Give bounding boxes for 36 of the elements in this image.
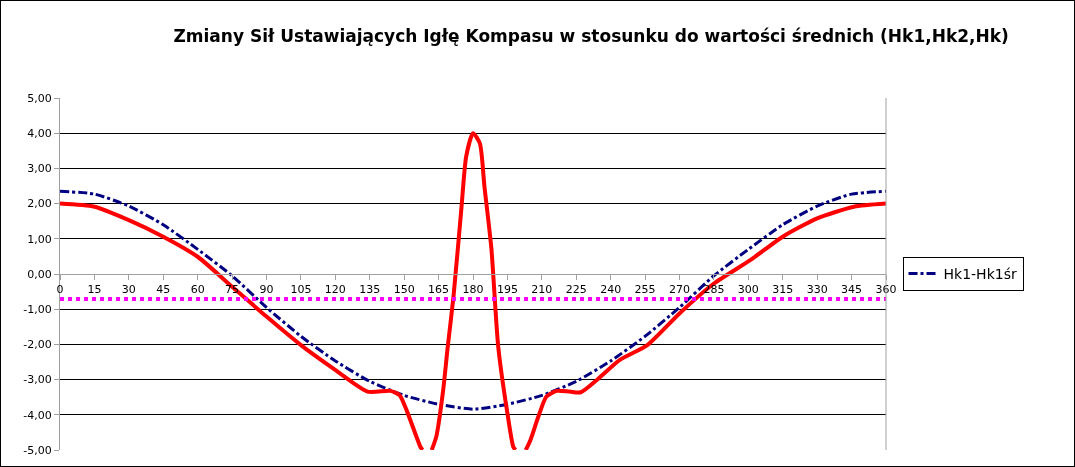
x-tick-label: 30 xyxy=(121,283,136,297)
x-tick-label: 255 xyxy=(634,283,656,297)
x-tick-label: 0 xyxy=(56,283,64,297)
x-tick-label: 225 xyxy=(565,283,587,297)
x-tick-label: 90 xyxy=(259,283,274,297)
x-tick-label: 240 xyxy=(600,283,622,297)
y-tick-label: 1,00 xyxy=(27,232,52,246)
y-tick-label: 0,00 xyxy=(27,267,52,281)
chart-title: Zmiany Sił Ustawiających Igłę Kompasu w stosunku do wartości średnich (Hk1,Hk2,Hk) xyxy=(173,25,1009,46)
y-tick-label: 3,00 xyxy=(27,162,52,176)
x-tick-label: 210 xyxy=(531,283,553,297)
x-tick-label: 345 xyxy=(841,283,863,297)
y-tick-label: -1,00 xyxy=(23,303,52,317)
y-tick-label: -5,00 xyxy=(23,443,52,457)
x-tick-label: 15 xyxy=(87,283,102,297)
x-tick-label: 330 xyxy=(806,283,828,297)
x-tick-label: 135 xyxy=(359,283,381,297)
y-tick-label: -2,00 xyxy=(23,338,52,352)
x-tick-label: 195 xyxy=(496,283,518,297)
y-tick-label: 2,00 xyxy=(27,197,52,211)
x-tick-label: 120 xyxy=(324,283,346,297)
x-tick-label: 300 xyxy=(737,283,759,297)
y-tick-label: -4,00 xyxy=(23,408,52,422)
x-tick-label: 315 xyxy=(772,283,794,297)
x-tick-label: 360 xyxy=(875,283,897,297)
x-tick-label: 165 xyxy=(428,283,450,297)
x-tick-label: 105 xyxy=(290,283,312,297)
y-tick-label: 5,00 xyxy=(27,91,52,105)
legend-label: Hk1-Hk1śr xyxy=(943,266,1017,283)
x-tick-label: 150 xyxy=(393,283,415,297)
x-tick-label: 180 xyxy=(462,283,484,297)
y-tick-label: 4,00 xyxy=(27,127,52,141)
x-tick-label: 45 xyxy=(156,283,171,297)
x-tick-label: 270 xyxy=(669,283,690,297)
y-tick-label: -3,00 xyxy=(23,373,52,387)
x-tick-label: 60 xyxy=(190,283,205,297)
